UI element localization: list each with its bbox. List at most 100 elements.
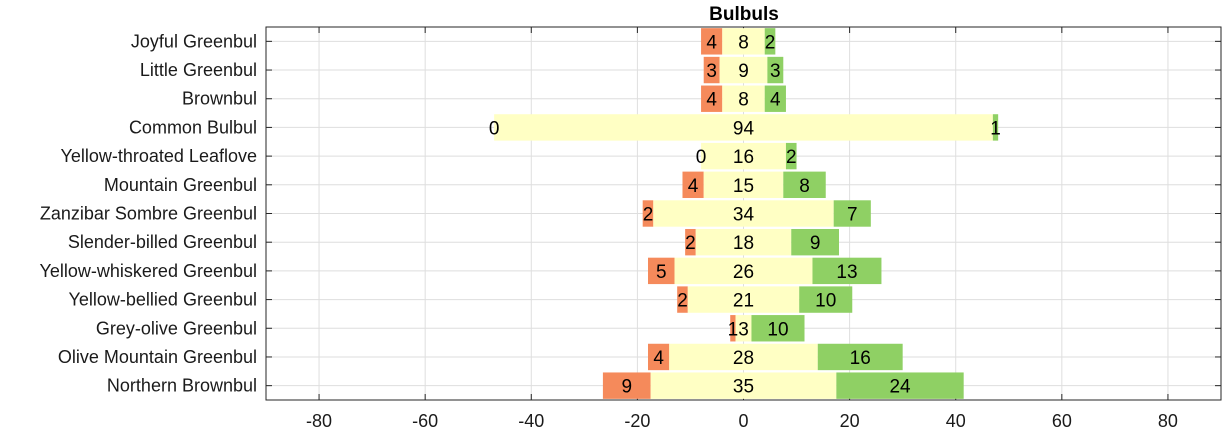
data-label-middle: 15 [733, 176, 754, 197]
bar-middle [695, 228, 792, 256]
bar-left [648, 257, 675, 285]
data-label-right: 24 [889, 377, 911, 398]
y-tick-label: Olive Mountain Greenbul [58, 347, 257, 367]
bar-left [701, 85, 723, 112]
data-label-left: 0 [489, 118, 500, 139]
data-label-left: 2 [685, 233, 696, 254]
data-label-right: 13 [836, 262, 857, 283]
x-tick-label: 80 [1158, 411, 1178, 431]
data-label-middle: 35 [733, 377, 754, 398]
data-label-left: 9 [621, 377, 632, 398]
data-label-middle: 8 [738, 32, 749, 53]
bar-right [836, 372, 964, 399]
data-label-right: 4 [770, 90, 781, 111]
bar-left [685, 228, 696, 256]
data-label-left: 0 [696, 147, 707, 168]
bar-right [751, 315, 805, 342]
x-tick-label: -40 [518, 411, 544, 431]
y-tick-label: Grey-olive Greenbul [96, 318, 257, 338]
y-tick-label: Slender-billed Greenbul [68, 232, 257, 252]
bar-right [783, 171, 826, 199]
data-label-right: 9 [810, 233, 821, 254]
data-label-middle: 18 [733, 233, 754, 254]
data-label-right: 2 [765, 32, 776, 53]
data-label-right: 7 [847, 205, 858, 226]
bar-middle [722, 28, 765, 55]
y-tick-label: Northern Brownbul [107, 376, 257, 396]
bar-middle [703, 171, 784, 199]
data-label-right: 10 [815, 291, 836, 312]
data-label-middle: 9 [738, 61, 749, 82]
data-label-left: 4 [653, 348, 664, 369]
data-labels: 4 8 23 9 34 8 40 94 10 16 24 15 82 34 72 18 95 26 132 21 101… [489, 32, 1001, 397]
bar-right [817, 343, 903, 371]
data-label-right: 1 [990, 118, 1001, 139]
y-tick-label: Yellow-whiskered Greenbul [40, 261, 257, 281]
bar-right [791, 228, 839, 256]
x-tick-labels: -80 -60 -40 -20 0 20 40 60 80 [306, 411, 1178, 431]
y-tick-label: Mountain Greenbul [104, 175, 257, 195]
bar-right [992, 114, 999, 141]
x-tick-label: -60 [412, 411, 438, 431]
bar-right [812, 257, 882, 285]
y-tick-label: Yellow-throated Leaflove [61, 146, 257, 166]
bar-left [648, 343, 670, 371]
data-label-right: 10 [767, 319, 788, 340]
x-tick-label: -80 [306, 411, 332, 431]
bar-right [799, 286, 853, 313]
data-label-middle: 34 [733, 205, 755, 226]
data-label-left: 2 [643, 205, 654, 226]
data-label-left: 2 [677, 291, 688, 312]
y-tick-label: Common Bulbul [129, 117, 257, 137]
x-tick-label: 0 [738, 411, 748, 431]
data-label-middle: 28 [733, 348, 754, 369]
data-label-left: 3 [706, 61, 717, 82]
bar-right [767, 56, 784, 84]
y-tick-label: Zanzibar Sombre Greenbul [40, 204, 257, 224]
data-label-middle: 3 [738, 319, 749, 340]
bar-right [785, 142, 797, 170]
bar-middle [687, 286, 800, 313]
x-tick-label: 60 [1052, 411, 1072, 431]
data-label-middle: 16 [733, 147, 754, 168]
data-label-middle: 8 [738, 90, 749, 111]
y-tick-label: Joyful Greenbul [131, 31, 257, 51]
x-tick-label: -20 [624, 411, 650, 431]
chart-title: Bulbuls [709, 4, 779, 25]
data-label-right: 8 [799, 176, 810, 197]
bar-middle [494, 114, 993, 141]
x-tick-label: 20 [840, 411, 860, 431]
bar-middle [650, 372, 837, 399]
data-label-right: 16 [850, 348, 871, 369]
bar-left [730, 315, 736, 342]
plot-frame [265, 26, 1222, 401]
bar-middle [653, 200, 834, 227]
bar-middle [701, 142, 786, 170]
x-tick-label: 40 [946, 411, 966, 431]
data-label-right: 2 [786, 147, 797, 168]
y-tick-label: Little Greenbul [140, 60, 257, 80]
bar-right [764, 85, 786, 112]
bar-left [682, 171, 704, 199]
bar-left [642, 200, 654, 227]
bar-left [602, 372, 651, 399]
bar-right [764, 28, 776, 55]
data-label-middle: 94 [733, 118, 755, 139]
bar-left [701, 28, 723, 55]
bar-left [703, 56, 720, 84]
data-label-middle: 26 [733, 262, 754, 283]
data-label-middle: 21 [733, 291, 754, 312]
bar-middle [674, 257, 813, 285]
data-label-left: 4 [706, 32, 717, 53]
y-tick-label: Yellow-bellied Greenbul [69, 290, 257, 310]
bars [494, 28, 999, 399]
bar-middle [722, 85, 765, 112]
bar-middle [735, 315, 752, 342]
data-label-left: 4 [688, 176, 699, 197]
data-label-left: 1 [728, 319, 739, 340]
y-tick-labels: Joyful Greenbul Little Greenbul Brownbul Co… [40, 31, 257, 395]
data-label-right: 3 [770, 61, 781, 82]
bar-right [833, 200, 871, 227]
bar-middle [669, 343, 818, 371]
